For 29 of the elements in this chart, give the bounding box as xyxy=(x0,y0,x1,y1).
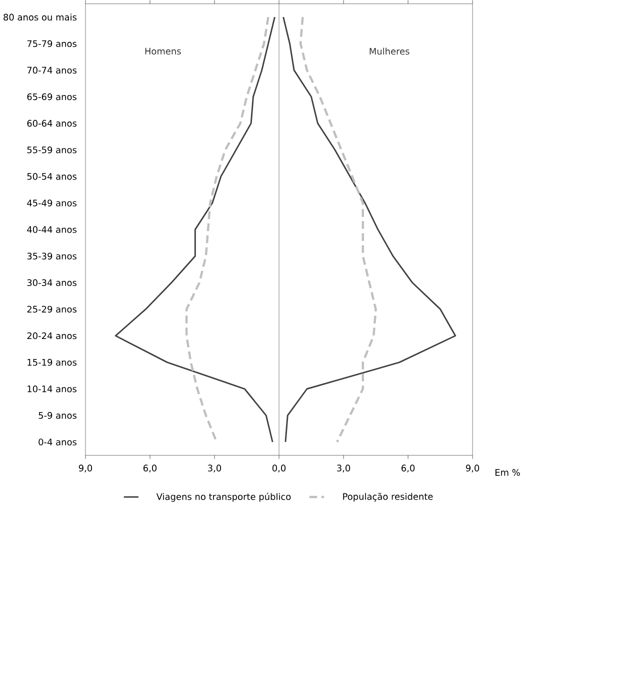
y-tick-label: 75-79 anos xyxy=(27,40,76,48)
x-tick-label: 6,0 xyxy=(401,464,414,472)
y-tick-label: 80 anos ou mais xyxy=(3,14,76,21)
y-tick-label: 70-74 anos xyxy=(27,66,76,74)
y-tick-label: 60-64 anos xyxy=(27,120,76,127)
y-tick-label: 50-54 anos xyxy=(27,173,76,180)
y-tick-label: 10-14 anos xyxy=(27,385,76,392)
y-tick-label: 45-49 anos xyxy=(26,200,76,206)
y-tick-label: 5-9 anos xyxy=(38,412,76,419)
y-tick-label: 55-59 anos xyxy=(27,146,76,154)
y-tick-label: 25-29 anos xyxy=(27,306,76,313)
y-tick-label: 15-19 anos xyxy=(27,358,76,366)
y-tick-label: 20-24 anos xyxy=(27,332,76,340)
y-tick-label: 40-44 anos xyxy=(26,226,76,233)
annotation: Homens xyxy=(145,48,181,55)
legend-label: Viagens no transporte público xyxy=(156,492,290,502)
y-tick-label: 65-69 anos xyxy=(27,93,76,100)
x-tick-label: 9,0 xyxy=(466,464,479,472)
y-tick-label: 0-4 anos xyxy=(38,438,76,446)
y-tick-label: 30-34 anos xyxy=(27,279,76,286)
annotation: Mulheres xyxy=(370,48,410,55)
x-tick-label: 3,0 xyxy=(208,464,221,472)
x-tick-label: 0,0 xyxy=(272,464,286,472)
legend-label: População residente xyxy=(342,492,432,502)
y-tick-label: 35-39 anos xyxy=(27,252,76,260)
x-tick-label: 3,0 xyxy=(336,464,350,472)
x-tick-label: 9,0 xyxy=(78,464,92,472)
x-axis-title: Em % xyxy=(495,469,520,476)
x-tick-label: 6,0 xyxy=(143,464,156,472)
